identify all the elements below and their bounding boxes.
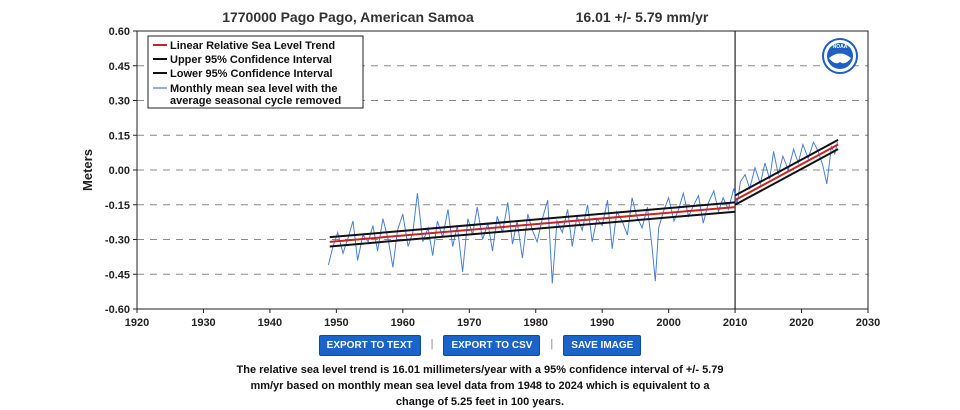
- x-tick-label: 1970: [457, 317, 481, 329]
- legend-box: [147, 35, 364, 109]
- noaa-logo: NOAA: [822, 38, 858, 74]
- trend-rate: 16.01 +/- 5.79 mm/yr: [576, 9, 709, 25]
- seagull-icon: [829, 53, 851, 64]
- upper-confidence-line: [734, 139, 839, 197]
- tick-layer: 0.60 0.45 0.30 0.15 0.00 -0.15 -0.30 -0.45 -0.60…: [105, 26, 880, 329]
- legend-monthly-2: average seasonal cycle removed: [170, 95, 341, 107]
- x-tick-label: 2010: [723, 317, 747, 329]
- trend-line: [734, 143, 839, 201]
- upper-confidence-line: [329, 201, 736, 239]
- x-tick-label: 1950: [324, 317, 348, 329]
- x-tick-label: 2020: [789, 317, 813, 329]
- chart-title: 1770000 Pago Pago, American Samoa: [222, 9, 474, 25]
- legend-lower: Lower 95% Confidence Interval: [170, 68, 333, 80]
- series-layer: [327, 139, 839, 284]
- legend-upper: Upper 95% Confidence Interval: [170, 54, 332, 66]
- x-tick-label: 1990: [590, 317, 614, 329]
- export-text-button[interactable]: EXPORT TO TEXT: [318, 335, 421, 356]
- x-tick-label: 2000: [656, 317, 680, 329]
- x-tick-label: 1930: [191, 317, 215, 329]
- trend-description: The relative sea level trend is 16.01 mi…: [236, 364, 724, 408]
- y-tick-label: 0.30: [109, 96, 130, 108]
- lower-confidence-line: [329, 210, 736, 248]
- separator: |: [550, 338, 554, 350]
- y-tick-label: 0.45: [109, 61, 130, 73]
- export-csv-button[interactable]: EXPORT TO CSV: [443, 335, 541, 356]
- x-tick-label: 1940: [258, 317, 282, 329]
- x-tick-label: 2030: [856, 317, 880, 329]
- x-tick-label: 1980: [523, 317, 547, 329]
- x-tick-label: 1920: [125, 317, 149, 329]
- save-image-button[interactable]: SAVE IMAGE: [563, 335, 642, 356]
- monthly-series-line: [327, 140, 838, 284]
- trend-line: [329, 206, 736, 243]
- y-tick-label: -0.15: [105, 200, 130, 212]
- button-row: EXPORT TO TEXT | EXPORT TO CSV | SAVE IM…: [0, 335, 960, 356]
- y-tick-label: -0.30: [105, 235, 130, 247]
- y-axis-label: Meters: [80, 149, 95, 191]
- legend-monthly-1: Monthly mean sea level with the: [170, 83, 338, 95]
- y-tick-label: 0.60: [109, 26, 130, 38]
- y-tick-label: -0.45: [105, 269, 130, 281]
- x-tick-label: 1960: [391, 317, 415, 329]
- legend: Linear Relative Sea Level Trend Upper 95…: [147, 35, 364, 109]
- separator: |: [430, 338, 434, 350]
- legend-trend: Linear Relative Sea Level Trend: [170, 40, 335, 52]
- chart: 1770000 Pago Pago, American Samoa 16.01 …: [80, 9, 880, 329]
- noaa-logo-text: NOAA: [833, 44, 848, 50]
- lower-confidence-line: [734, 148, 839, 206]
- y-tick-label: 0.00: [109, 165, 130, 177]
- y-tick-label: -0.60: [105, 304, 130, 316]
- y-tick-label: 0.15: [109, 130, 130, 142]
